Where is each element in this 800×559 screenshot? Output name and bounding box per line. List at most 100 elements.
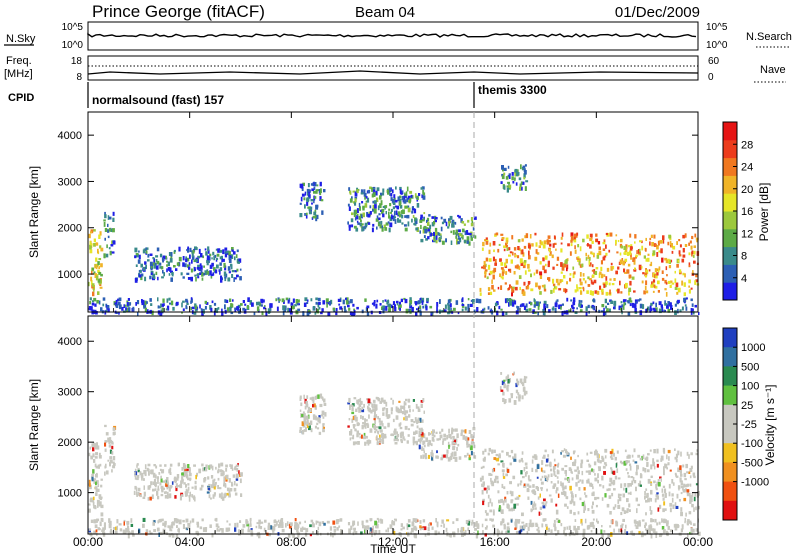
vel-cell	[103, 525, 106, 530]
vel-cell	[187, 526, 190, 529]
vel-cell	[169, 493, 172, 499]
vel-cell	[556, 487, 559, 491]
power-cell	[639, 298, 642, 301]
vel-cell	[481, 489, 484, 495]
vel-cell	[134, 476, 137, 480]
vel-cell	[484, 510, 487, 514]
vel-cell	[97, 464, 100, 469]
vel-cell	[92, 496, 95, 501]
power-cell	[547, 235, 551, 239]
power-cell	[311, 202, 313, 205]
power-cell	[535, 242, 538, 247]
vel-cell	[234, 492, 238, 496]
power-cell	[152, 262, 156, 266]
power-cell	[632, 257, 635, 262]
power-cell	[530, 302, 533, 306]
vel-cell	[160, 493, 164, 497]
vel-cell	[377, 432, 379, 435]
power-cell	[552, 283, 556, 287]
vel-cell	[454, 456, 458, 462]
vel-cell	[225, 464, 228, 468]
power-cell	[234, 270, 237, 273]
vel-cell	[350, 429, 353, 434]
vel-cell	[588, 463, 591, 466]
power-cell	[264, 305, 266, 308]
freq-tick-top: 18	[71, 56, 83, 67]
vel-cell	[686, 471, 689, 474]
power-cell	[191, 259, 193, 264]
power-cell	[231, 303, 234, 308]
vel-cell	[674, 502, 677, 506]
power-colorbar-tick-label: 8	[741, 251, 747, 263]
vel-cell	[299, 397, 302, 401]
vel-cell	[111, 445, 114, 450]
power-cell	[132, 306, 135, 311]
vel-cell	[418, 444, 421, 450]
power-cell	[615, 243, 617, 246]
vel-cell	[321, 396, 324, 401]
vel-cell	[530, 500, 533, 505]
power-colorbar-tick-label: 12	[741, 228, 753, 240]
power-cell	[577, 244, 580, 248]
power-cell	[578, 258, 581, 263]
power-cell	[354, 196, 358, 200]
vel-cell	[228, 494, 231, 498]
power-cell	[306, 212, 308, 216]
velocity-colorbar-swatch	[723, 347, 737, 367]
power-cell	[579, 281, 583, 286]
vel-cell	[364, 425, 367, 429]
vel-cell	[431, 449, 433, 453]
vel-cell	[668, 491, 671, 497]
vel-cell	[415, 430, 418, 435]
power-cell	[501, 237, 505, 240]
power-cell	[220, 275, 223, 280]
vel-cell	[151, 469, 154, 475]
vel-cell	[234, 527, 237, 532]
vel-cell	[547, 474, 550, 478]
power-cell	[494, 234, 497, 237]
vel-cell	[661, 518, 663, 523]
power-cell	[517, 246, 520, 251]
vel-cell	[332, 532, 334, 538]
vel-cell	[366, 525, 370, 530]
power-cell	[629, 303, 632, 307]
vel-cell	[164, 491, 167, 494]
station-title: Prince George (fitACF)	[92, 2, 265, 21]
power-cell	[433, 220, 436, 225]
power-cell	[540, 241, 544, 246]
power-cell	[657, 290, 660, 293]
power-cell	[570, 243, 573, 247]
power-cell	[377, 205, 380, 211]
vel-cell	[221, 470, 224, 473]
xtick-label: 16:00	[480, 535, 510, 549]
vel-cell	[418, 427, 421, 431]
vel-cell	[152, 488, 155, 492]
power-cell	[367, 213, 371, 218]
power-cell	[375, 190, 378, 196]
vel-cell	[627, 483, 630, 488]
vel-cell	[484, 448, 487, 453]
vel-cell	[230, 488, 233, 492]
vel-cell	[484, 533, 487, 537]
power-cell	[605, 244, 607, 249]
power-cell	[299, 202, 302, 205]
vel-cell	[94, 463, 97, 468]
power-cell	[594, 290, 598, 294]
power-cell	[224, 276, 227, 282]
power-cell	[135, 264, 138, 267]
cpid-segment-normalsound: normalsound (fast) 157	[92, 93, 224, 107]
vel-cell	[134, 471, 136, 475]
vel-cell	[689, 468, 693, 472]
power-cell	[656, 272, 659, 276]
power-cell	[373, 301, 376, 307]
power-cell	[416, 308, 418, 311]
vel-cell	[601, 475, 604, 481]
vel-cell	[634, 461, 638, 464]
power-cell	[407, 196, 411, 200]
vel-cell	[474, 528, 477, 531]
vel-cell	[469, 445, 473, 451]
power-cell	[667, 308, 671, 313]
power-cell	[677, 259, 680, 263]
vel-cell	[142, 523, 145, 528]
